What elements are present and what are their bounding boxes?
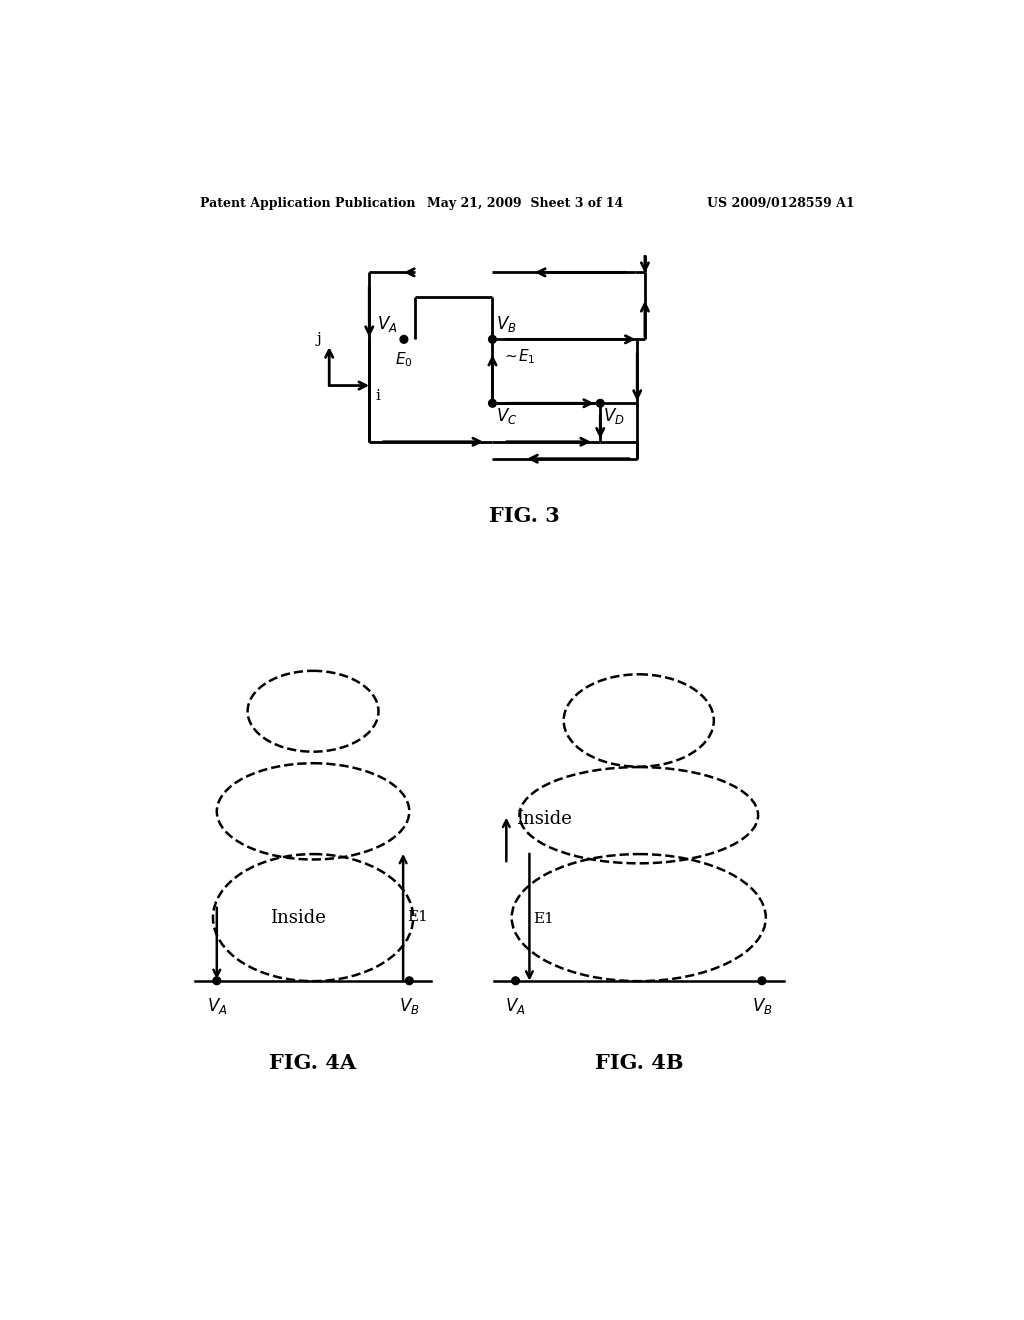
Text: FIG. 4A: FIG. 4A	[269, 1053, 356, 1073]
Text: Patent Application Publication: Patent Application Publication	[200, 197, 416, 210]
Text: US 2009/0128559 A1: US 2009/0128559 A1	[707, 197, 854, 210]
Text: $V_D$: $V_D$	[602, 407, 625, 426]
Text: E1: E1	[407, 911, 428, 924]
Circle shape	[512, 977, 519, 985]
Text: $E_0$: $E_0$	[394, 350, 413, 368]
Circle shape	[488, 335, 497, 343]
Text: $V_C$: $V_C$	[496, 407, 517, 426]
Text: j: j	[316, 333, 322, 346]
Circle shape	[400, 335, 408, 343]
Circle shape	[213, 977, 220, 985]
Text: FIG. 4B: FIG. 4B	[595, 1053, 683, 1073]
Text: i: i	[376, 388, 380, 403]
Circle shape	[488, 400, 497, 407]
Circle shape	[758, 977, 766, 985]
Text: $V_B$: $V_B$	[399, 997, 420, 1016]
Text: FIG. 3: FIG. 3	[489, 507, 560, 527]
Text: $V_B$: $V_B$	[496, 314, 516, 334]
Text: $V_A$: $V_A$	[377, 314, 397, 334]
Circle shape	[596, 400, 604, 407]
Text: Inside: Inside	[269, 908, 326, 927]
Text: E1: E1	[534, 912, 554, 927]
Text: Inside: Inside	[515, 810, 571, 828]
Circle shape	[406, 977, 413, 985]
Text: May 21, 2009  Sheet 3 of 14: May 21, 2009 Sheet 3 of 14	[427, 197, 623, 210]
Text: $V_B$: $V_B$	[752, 997, 772, 1016]
Text: $\sim\!E_1$: $\sim\!E_1$	[502, 347, 536, 367]
Text: $V_A$: $V_A$	[505, 997, 526, 1016]
Text: $V_A$: $V_A$	[207, 997, 227, 1016]
